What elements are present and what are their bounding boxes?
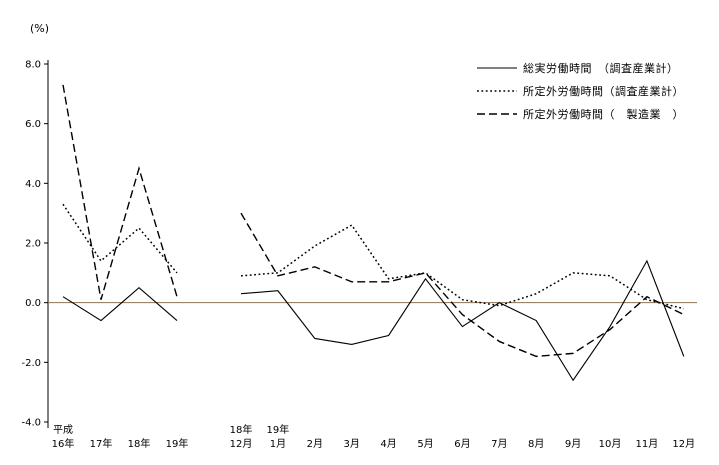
svg-text:-4.0: -4.0 xyxy=(21,418,41,429)
svg-text:7月: 7月 xyxy=(491,438,507,450)
legend-label-overtime-manufacturing: 所定外労働時間（ 製造業 ） xyxy=(523,107,684,121)
svg-text:3月: 3月 xyxy=(344,438,360,450)
svg-text:5月: 5月 xyxy=(417,438,433,450)
svg-text:6月: 6月 xyxy=(454,438,470,450)
dotted-line-sample xyxy=(477,89,517,92)
svg-text:6.0: 6.0 xyxy=(25,119,41,130)
svg-text:12月: 12月 xyxy=(672,438,695,450)
svg-text:平成: 平成 xyxy=(53,424,73,436)
svg-text:2月: 2月 xyxy=(307,438,323,450)
svg-text:19年: 19年 xyxy=(166,437,189,450)
legend-label-total-actual-hours: 総実労働時間 （調査産業計） xyxy=(523,61,679,75)
svg-text:18年: 18年 xyxy=(230,423,253,436)
legend-item-total-actual-hours: 総実労働時間 （調査産業計） xyxy=(477,56,684,79)
legend-item-overtime-all-industries: 所定外労働時間（調査産業計） xyxy=(477,79,684,102)
svg-text:18年: 18年 xyxy=(128,437,151,450)
svg-text:11月: 11月 xyxy=(636,438,659,450)
svg-text:4.0: 4.0 xyxy=(25,179,41,190)
svg-text:8.0: 8.0 xyxy=(25,60,41,71)
svg-text:12月: 12月 xyxy=(230,438,253,450)
legend-item-overtime-manufacturing: 所定外労働時間（ 製造業 ） xyxy=(477,102,684,125)
svg-text:9月: 9月 xyxy=(565,438,581,450)
solid-line-sample xyxy=(477,66,517,69)
chart-legend: 総実労働時間 （調査産業計） 所定外労働時間（調査産業計） 所定外労働時間（ 製… xyxy=(477,56,684,125)
svg-text:0.0: 0.0 xyxy=(25,298,41,309)
svg-text:4月: 4月 xyxy=(380,438,396,450)
svg-text:17年: 17年 xyxy=(90,437,113,450)
svg-text:8月: 8月 xyxy=(528,438,544,450)
svg-text:19年: 19年 xyxy=(267,423,290,436)
svg-text:1月: 1月 xyxy=(270,438,286,450)
svg-text:2.0: 2.0 xyxy=(25,239,41,250)
svg-text:16年: 16年 xyxy=(52,437,75,450)
svg-text:-2.0: -2.0 xyxy=(21,358,41,369)
dashed-line-sample xyxy=(477,112,517,115)
legend-label-overtime-all-industries: 所定外労働時間（調査産業計） xyxy=(523,84,684,98)
y-axis-unit-label: (%) xyxy=(30,22,50,35)
svg-text:10月: 10月 xyxy=(599,438,622,450)
